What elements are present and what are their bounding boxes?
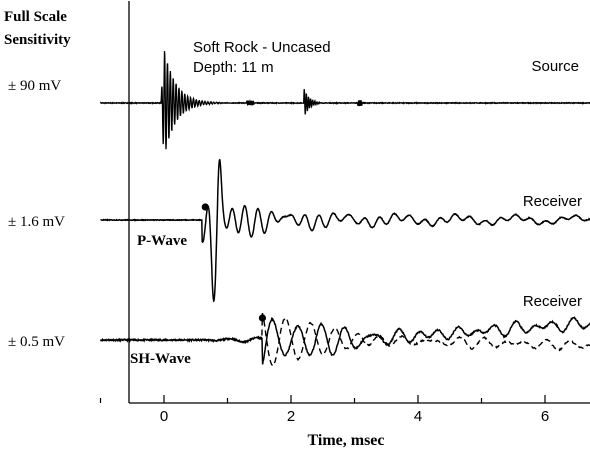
chart-subtitle: Depth: 11 m	[193, 59, 274, 76]
trace-source-waveform	[99, 51, 590, 150]
first-arrival-marker-p	[201, 203, 209, 211]
wave-label-sh: SH-Wave	[130, 351, 191, 367]
y-header-line2: Sensitivity	[4, 32, 71, 48]
x-axis-label: Time, msec	[307, 432, 384, 449]
trace-p-waveform	[100, 159, 590, 303]
y-header-line1: Full Scale	[4, 9, 67, 25]
x-axis-ticks: 0 2 4 6	[99, 395, 549, 425]
x-tick-label: 6	[541, 408, 549, 425]
trace-name-p: Receiver	[523, 193, 582, 210]
trace-sh-dashed-waveform	[100, 312, 590, 367]
x-tick-label: 4	[414, 408, 422, 425]
chart-title: Soft Rock - Uncased	[193, 39, 331, 56]
x-tick-label: 2	[287, 408, 295, 425]
trace-name-sh: Receiver	[523, 293, 582, 310]
wave-label-p: P-Wave	[137, 233, 187, 249]
sensitivity-label-sh: ± 0.5 mV	[8, 334, 65, 350]
sensitivity-label-p: ± 1.6 mV	[8, 214, 65, 230]
first-arrival-marker-sh	[258, 314, 267, 322]
x-tick-label: 0	[160, 408, 168, 425]
trace-name-source: Source	[531, 58, 579, 75]
sensitivity-label-source: ± 90 mV	[8, 78, 61, 94]
